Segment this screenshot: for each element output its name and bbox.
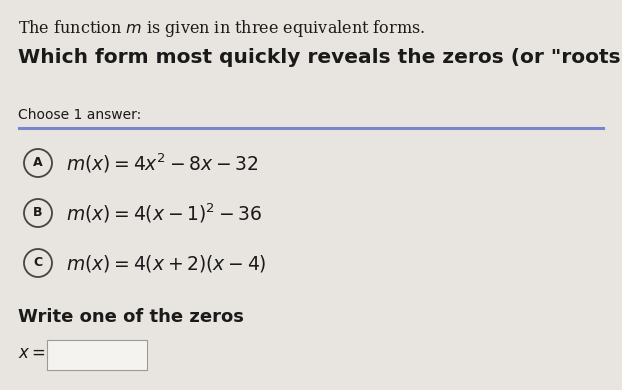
Text: B: B xyxy=(33,206,43,220)
Circle shape xyxy=(24,149,52,177)
Text: Write one of the zeros: Write one of the zeros xyxy=(18,308,244,326)
FancyBboxPatch shape xyxy=(47,340,147,370)
Circle shape xyxy=(24,199,52,227)
Text: $m(x) = 4x^2 - 8x - 32$: $m(x) = 4x^2 - 8x - 32$ xyxy=(66,151,259,175)
Text: C: C xyxy=(34,257,42,269)
Text: $m(x) = 4(x+2)(x-4)$: $m(x) = 4(x+2)(x-4)$ xyxy=(66,252,267,273)
Text: $m(x) = 4(x-1)^2 - 36$: $m(x) = 4(x-1)^2 - 36$ xyxy=(66,201,262,225)
Text: Which form most quickly reveals the zeros (or "roots") of the function?: Which form most quickly reveals the zero… xyxy=(18,48,622,67)
Text: The function $m$ is given in three equivalent forms.: The function $m$ is given in three equiv… xyxy=(18,18,425,39)
Text: $x=$: $x=$ xyxy=(18,344,45,362)
Circle shape xyxy=(24,249,52,277)
Text: A: A xyxy=(33,156,43,170)
Text: Choose 1 answer:: Choose 1 answer: xyxy=(18,108,141,122)
